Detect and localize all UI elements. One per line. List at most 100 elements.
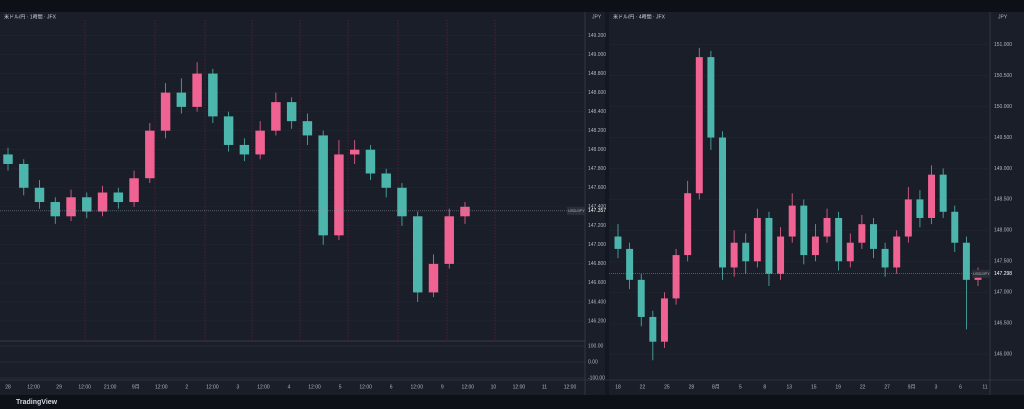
candle-body (788, 205, 796, 237)
candle-body (753, 217, 761, 262)
candle-body (334, 154, 344, 236)
candle-body (719, 137, 726, 268)
y-tick-label: 148.500 (994, 197, 1012, 203)
y-tick-label: 149.000 (588, 52, 606, 58)
candle-body (145, 130, 155, 179)
y-tick-label: 146.400 (588, 299, 606, 305)
candle-body (811, 236, 819, 256)
x-tick-label: 8月 (712, 384, 720, 390)
y-tick-label: 149.200 (588, 33, 606, 39)
candle-body (672, 255, 680, 299)
y-tick-label: 147.000 (994, 290, 1012, 296)
candle-body (34, 187, 45, 203)
price-label: USD/JPY (568, 208, 585, 213)
x-tick-label: 5 (739, 384, 742, 390)
candle-body (113, 192, 124, 203)
candle-body (129, 178, 139, 203)
candle-body (365, 149, 376, 174)
candle-body (881, 248, 889, 268)
candle-body (649, 316, 657, 342)
x-tick-label: 29 (56, 384, 62, 390)
x-tick-label: 12:00 (206, 384, 219, 390)
y-tick-label: 147.000 (588, 242, 606, 248)
y-tick-label: 148.400 (588, 109, 606, 115)
candle-body (916, 199, 924, 218)
top-bar (0, 0, 1024, 12)
x-tick-label: 11 (982, 384, 987, 390)
candle-body (97, 192, 108, 212)
x-tick-label: 2 (185, 384, 188, 390)
x-tick-label: 12:00 (513, 384, 526, 390)
candle-body (286, 102, 297, 122)
y-tick-label: 146.500 (994, 320, 1012, 326)
x-tick-label: 5 (339, 384, 342, 390)
y-tick-label: 146.800 (588, 261, 606, 267)
x-tick-label: 11 (542, 384, 547, 390)
candle-body (823, 217, 831, 237)
candle-body (730, 242, 738, 268)
candle-body (939, 174, 947, 212)
x-tick-label: 12:00 (359, 384, 372, 390)
candle-body (460, 206, 470, 217)
candle-body (765, 217, 773, 274)
chart-title: 米ドル/円 · 1時間 · JFX (4, 13, 57, 20)
price-tag-box (567, 206, 585, 215)
currency: JPY (998, 14, 1008, 20)
price-label: USD/JPY (973, 271, 990, 276)
y-tick-label: 148.000 (588, 147, 606, 153)
candle-body (318, 135, 328, 236)
oscillator-tick-label: 100.00 (588, 343, 604, 349)
candle-body (858, 224, 866, 243)
x-tick-label: 3 (935, 384, 938, 390)
candle-body (444, 216, 454, 264)
session-lines (84, 20, 496, 340)
candle-body (302, 121, 313, 136)
x-tick-label: 21:00 (104, 384, 117, 390)
y-tick-label: 147.200 (588, 223, 606, 229)
y-tick-label: 148.200 (588, 128, 606, 134)
candle-body (381, 173, 391, 188)
candle-body (800, 205, 808, 256)
y-tick-label: 149.000 (994, 166, 1012, 172)
x-tick-label: 22 (640, 384, 646, 390)
x-tick-label: 28 (689, 384, 695, 390)
candle-body (19, 163, 29, 188)
x-tick-label: 12:00 (462, 384, 475, 390)
x-tick-label: 12:00 (27, 384, 40, 390)
candle-body (412, 216, 423, 293)
x-tick-label: 12:00 (155, 384, 168, 390)
x-tick-label: 18 (615, 384, 621, 390)
x-tick-label: 19 (835, 384, 841, 390)
x-tick-label: 9月 (908, 384, 916, 390)
oscillator-tick-label: -100.00 (588, 375, 605, 381)
candle-body (626, 248, 634, 280)
currency: JPY (592, 14, 602, 20)
y-tick-label: 147.500 (994, 259, 1012, 265)
y-tick-label: 149.500 (994, 135, 1012, 141)
candle-body (271, 102, 281, 131)
candle-body (614, 236, 622, 249)
candle-body (160, 92, 171, 131)
x-tick-label: 6 (390, 384, 393, 390)
candle-body (50, 202, 61, 217)
y-tick-label: 148.600 (588, 90, 606, 96)
x-tick-label: 8 (763, 384, 766, 390)
x-tick-label: 3 (237, 384, 240, 390)
candle-body (255, 130, 265, 155)
price-tag: 147.357 (588, 208, 606, 214)
y-tick-label: 148.000 (994, 228, 1012, 234)
candle-body (66, 197, 76, 217)
y-tick-label: 147.400 (588, 204, 606, 210)
candle-body (707, 57, 715, 138)
x-tick-label: 27 (884, 384, 890, 390)
candle-body (176, 92, 187, 107)
x-tick-label: 12:00 (410, 384, 423, 390)
candle-body (928, 174, 936, 218)
candle-body (349, 149, 360, 155)
candle-body (904, 199, 912, 237)
y-tick-label: 146.600 (588, 280, 606, 286)
brand: TradingView (16, 399, 58, 406)
candle-body (192, 73, 202, 107)
x-tick-label: 12:00 (78, 384, 91, 390)
